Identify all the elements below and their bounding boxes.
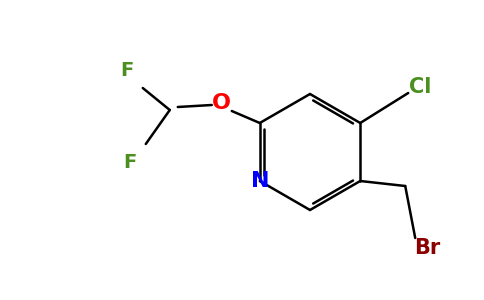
Text: O: O xyxy=(212,93,231,113)
Text: Cl: Cl xyxy=(409,77,431,97)
Text: F: F xyxy=(123,152,136,172)
Text: F: F xyxy=(120,61,134,80)
Text: N: N xyxy=(251,171,269,191)
Text: Br: Br xyxy=(414,238,440,258)
